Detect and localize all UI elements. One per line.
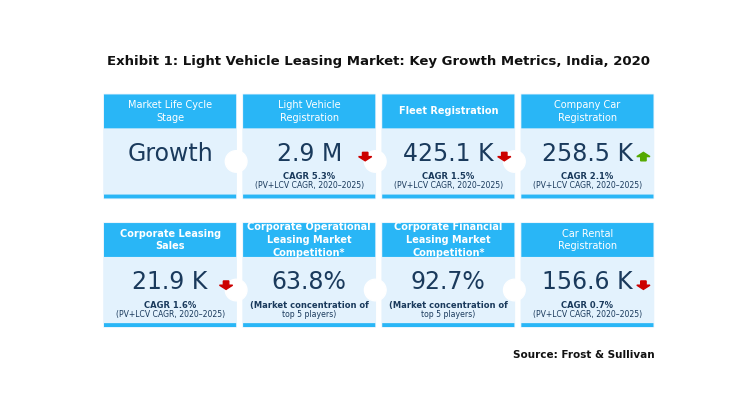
FancyBboxPatch shape	[104, 223, 236, 257]
Text: Market Life Cycle
Stage: Market Life Cycle Stage	[128, 100, 212, 123]
Text: Growth: Growth	[127, 142, 213, 166]
Text: 425.1 K: 425.1 K	[403, 142, 494, 166]
Text: (PV+LCV CAGR, 2020–2025): (PV+LCV CAGR, 2020–2025)	[533, 310, 642, 319]
Text: Light Vehicle
Registration: Light Vehicle Registration	[278, 100, 341, 123]
Text: 258.5 K: 258.5 K	[542, 142, 633, 166]
FancyBboxPatch shape	[381, 94, 515, 199]
Text: Corporate Financial
Leasing Market
Competition*: Corporate Financial Leasing Market Compe…	[394, 222, 503, 258]
Text: (PV+LCV CAGR, 2020–2025): (PV+LCV CAGR, 2020–2025)	[115, 310, 225, 319]
Text: (PV+LCV CAGR, 2020–2025): (PV+LCV CAGR, 2020–2025)	[533, 181, 642, 190]
Polygon shape	[637, 281, 650, 289]
Text: CAGR 1.6%: CAGR 1.6%	[144, 301, 196, 310]
Circle shape	[364, 151, 386, 172]
Text: 21.9 K: 21.9 K	[132, 270, 208, 294]
Text: (PV+LCV CAGR, 2020–2025): (PV+LCV CAGR, 2020–2025)	[255, 181, 364, 190]
FancyBboxPatch shape	[520, 94, 654, 199]
Polygon shape	[497, 152, 511, 161]
FancyBboxPatch shape	[521, 195, 653, 198]
Polygon shape	[637, 152, 650, 161]
FancyBboxPatch shape	[243, 95, 375, 128]
Polygon shape	[219, 281, 233, 289]
FancyBboxPatch shape	[243, 195, 375, 198]
Text: (Market concentration of: (Market concentration of	[250, 301, 369, 310]
Text: Corporate Leasing
Sales: Corporate Leasing Sales	[120, 229, 221, 251]
Text: (Market concentration of: (Market concentration of	[389, 301, 508, 310]
Circle shape	[364, 279, 386, 301]
Text: top 5 players): top 5 players)	[421, 310, 475, 319]
Text: Source: Frost & Sullivan: Source: Frost & Sullivan	[514, 350, 655, 360]
Text: 92.7%: 92.7%	[411, 270, 486, 294]
FancyBboxPatch shape	[520, 222, 654, 328]
Text: CAGR 5.3%: CAGR 5.3%	[283, 172, 336, 181]
FancyBboxPatch shape	[521, 95, 653, 128]
FancyBboxPatch shape	[243, 323, 375, 327]
Text: 2.9 M: 2.9 M	[276, 142, 342, 166]
Circle shape	[503, 279, 525, 301]
FancyBboxPatch shape	[104, 195, 236, 198]
FancyBboxPatch shape	[382, 223, 514, 257]
Text: Exhibit 1: Light Vehicle Leasing Market: Key Growth Metrics, India, 2020: Exhibit 1: Light Vehicle Leasing Market:…	[107, 55, 650, 68]
Text: 156.6 K: 156.6 K	[542, 270, 633, 294]
FancyBboxPatch shape	[104, 323, 236, 327]
Text: top 5 players): top 5 players)	[282, 310, 336, 319]
FancyBboxPatch shape	[103, 94, 237, 199]
FancyBboxPatch shape	[104, 95, 236, 128]
Circle shape	[225, 151, 247, 172]
FancyBboxPatch shape	[103, 222, 237, 328]
FancyBboxPatch shape	[381, 222, 515, 328]
Text: Fleet Registration: Fleet Registration	[398, 106, 498, 116]
Text: Car Rental
Registration: Car Rental Registration	[558, 229, 617, 251]
Text: Corporate Operational
Leasing Market
Competition*: Corporate Operational Leasing Market Com…	[248, 222, 371, 258]
FancyBboxPatch shape	[382, 323, 514, 327]
FancyBboxPatch shape	[521, 223, 653, 257]
FancyBboxPatch shape	[242, 222, 376, 328]
Text: CAGR 0.7%: CAGR 0.7%	[562, 301, 613, 310]
FancyBboxPatch shape	[382, 195, 514, 198]
Text: (PV+LCV CAGR, 2020–2025): (PV+LCV CAGR, 2020–2025)	[394, 181, 503, 190]
Circle shape	[225, 279, 247, 301]
Text: CAGR 2.1%: CAGR 2.1%	[562, 172, 613, 181]
Polygon shape	[358, 152, 372, 161]
Text: Company Car
Registration: Company Car Registration	[554, 100, 621, 123]
Text: CAGR 1.5%: CAGR 1.5%	[422, 172, 474, 181]
Text: 63.8%: 63.8%	[272, 270, 347, 294]
FancyBboxPatch shape	[243, 223, 375, 257]
Circle shape	[503, 151, 525, 172]
FancyBboxPatch shape	[382, 95, 514, 128]
FancyBboxPatch shape	[242, 94, 376, 199]
FancyBboxPatch shape	[521, 323, 653, 327]
